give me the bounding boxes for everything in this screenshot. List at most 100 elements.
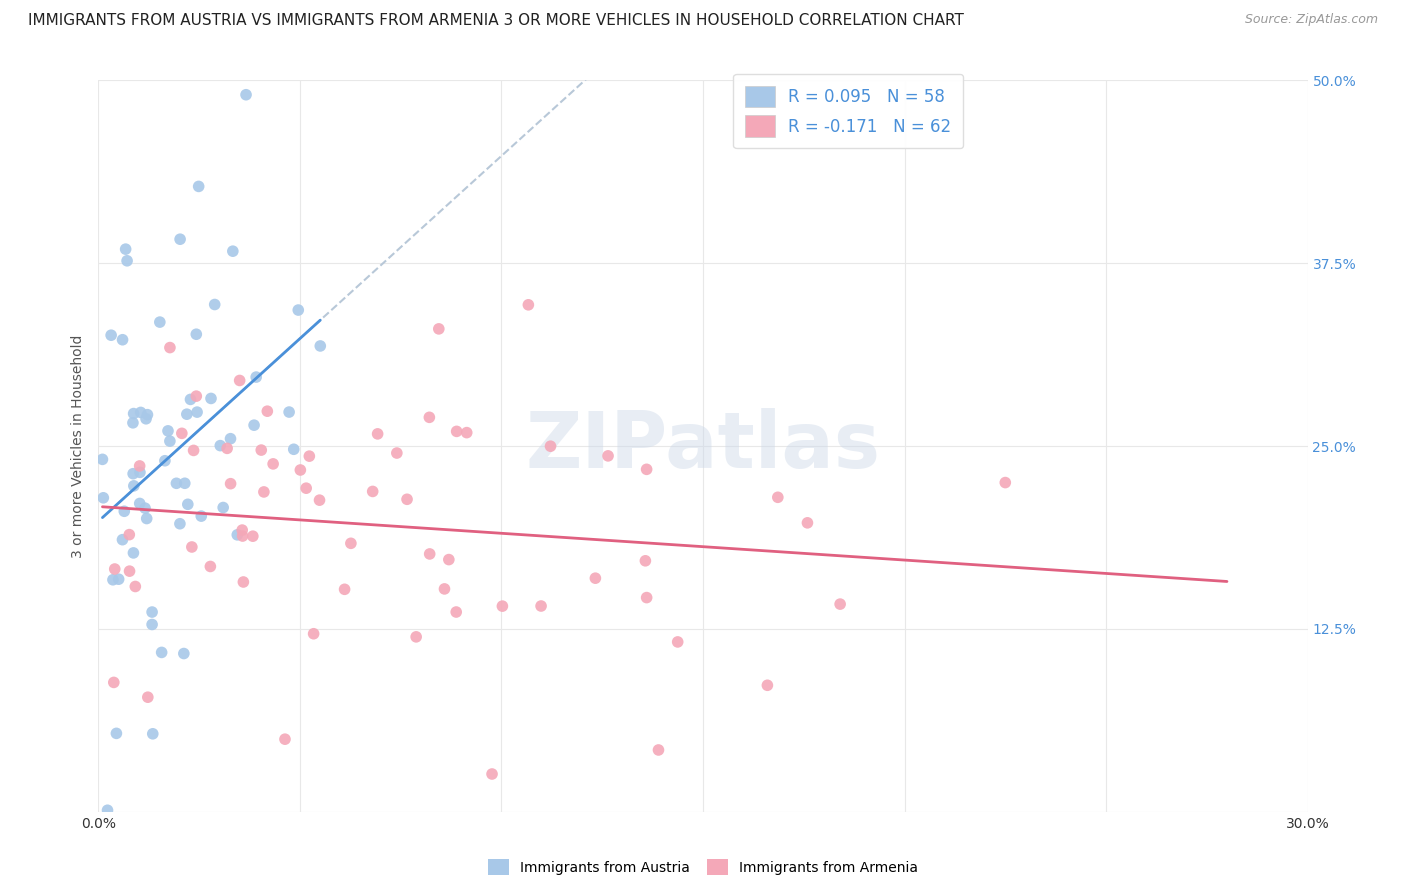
Point [156,424,179,438]
Point [491,599,513,614]
Point [104,562,127,576]
Point [111,533,134,547]
Text: ZIPatlas: ZIPatlas [526,408,880,484]
Point [235,87,257,102]
Point [219,432,242,446]
Point [212,500,235,515]
Point [530,599,553,613]
Point [183,443,205,458]
Point [405,630,427,644]
Point [136,408,159,422]
Point [159,434,181,449]
Point [262,457,284,471]
Point [361,484,384,499]
Point [302,626,325,640]
Point [142,727,165,741]
Point [173,647,195,661]
Point [187,179,209,194]
Point [169,516,191,531]
Point [200,392,222,406]
Point [91,491,114,505]
Point [180,540,202,554]
Point [481,767,503,781]
Point [456,425,478,440]
Point [128,496,150,510]
Point [242,529,264,543]
Point [540,439,562,453]
Point [91,452,114,467]
Point [128,458,150,473]
Point [250,443,273,458]
Point [129,405,152,419]
Point [118,527,141,541]
Point [124,579,146,593]
Point [287,303,309,318]
Point [122,546,145,560]
Point [96,803,118,817]
Point [134,501,156,516]
Point [186,389,208,403]
Point [994,475,1017,490]
Point [105,726,128,740]
Point [295,481,318,495]
Legend: R = 0.095   N = 58, R = -0.171   N = 62: R = 0.095 N = 58, R = -0.171 N = 62 [733,74,963,148]
Legend: Immigrants from Austria, Immigrants from Armenia: Immigrants from Austria, Immigrants from… [482,854,924,880]
Point [173,476,195,491]
Point [141,605,163,619]
Point [118,564,141,578]
Point [634,554,657,568]
Point [385,446,408,460]
Point [122,407,145,421]
Point [101,573,124,587]
Point [253,484,276,499]
Text: IMMIGRANTS FROM AUSTRIA VS IMMIGRANTS FROM ARMENIA 3 OR MORE VEHICLES IN HOUSEHO: IMMIGRANTS FROM AUSTRIA VS IMMIGRANTS FR… [28,13,965,29]
Point [153,454,176,468]
Point [111,333,134,347]
Point [135,511,157,525]
Point [114,242,136,256]
Point [209,439,232,453]
Point [186,327,208,342]
Point [190,509,212,524]
Point [179,392,201,407]
Point [136,690,159,705]
Point [165,476,187,491]
Point [112,504,135,518]
Point [122,467,145,481]
Point [228,374,250,388]
Point [135,411,157,425]
Point [204,297,226,311]
Point [367,426,389,441]
Text: Source: ZipAtlas.com: Source: ZipAtlas.com [1244,13,1378,27]
Point [419,547,441,561]
Point [107,572,129,586]
Point [170,426,193,441]
Point [396,492,419,507]
Point [149,315,172,329]
Point [122,416,145,430]
Point [298,449,321,463]
Point [176,407,198,421]
Point [636,462,658,476]
Point [308,493,330,508]
Point [159,341,181,355]
Point [232,529,254,543]
Point [446,425,468,439]
Point [222,244,245,259]
Point [219,476,242,491]
Point [756,678,779,692]
Point [647,743,669,757]
Point [666,635,689,649]
Point [830,597,852,611]
Point [231,523,253,537]
Point [444,605,467,619]
Point [150,645,173,659]
Point [103,675,125,690]
Point [290,463,312,477]
Point [517,298,540,312]
Point [796,516,818,530]
Point [169,232,191,246]
Point [433,582,456,596]
Point [141,617,163,632]
Point [340,536,363,550]
